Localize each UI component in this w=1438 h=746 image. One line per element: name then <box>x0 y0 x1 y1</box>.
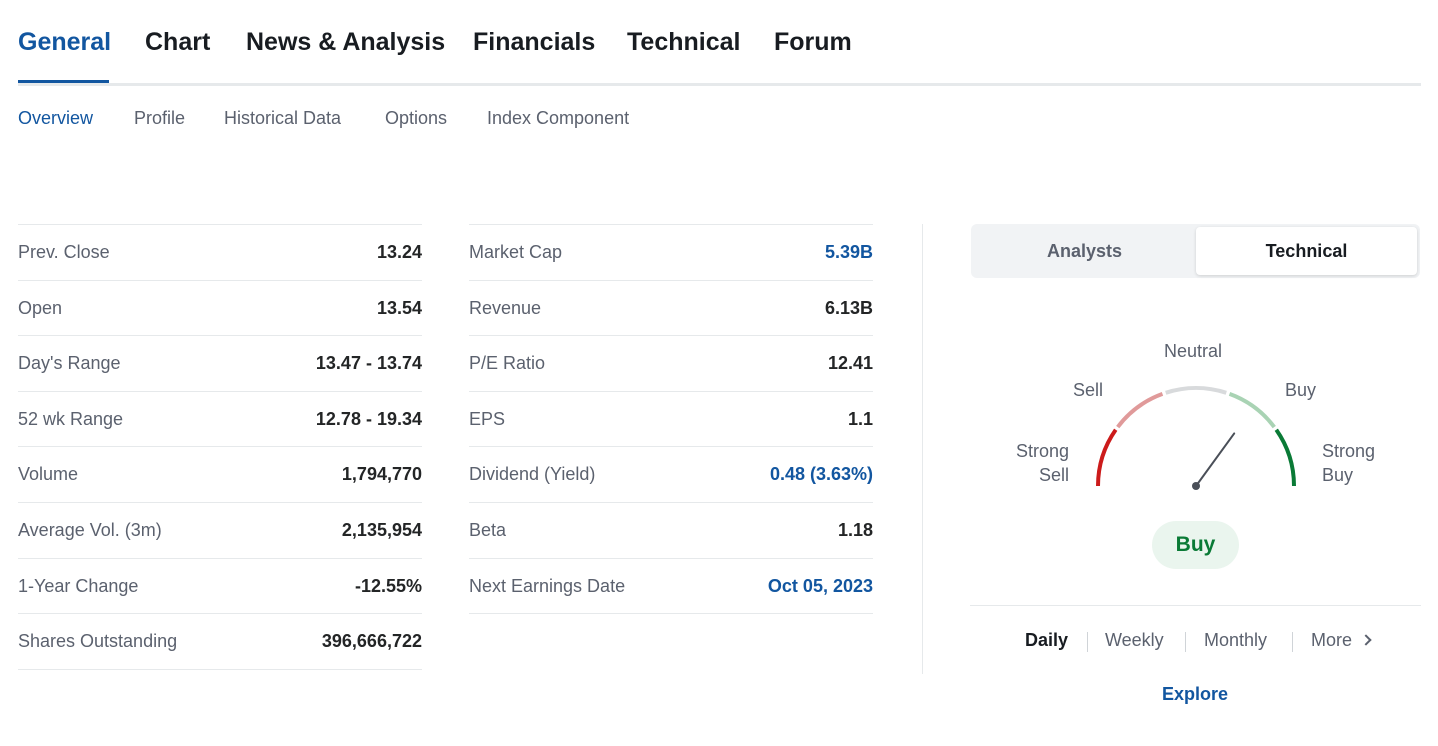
stat-row: EPS 1.1 <box>469 392 873 448</box>
market-cap-link[interactable]: 5.39B <box>824 242 873 262</box>
stat-row: P/E Ratio 12.41 <box>469 336 873 392</box>
stat-value: 12.78 - 19.34 <box>315 408 422 429</box>
subtab-profile[interactable]: Profile <box>134 108 186 128</box>
stat-label: 52 wk Range <box>18 408 124 429</box>
tab-chart[interactable]: Chart <box>145 28 211 56</box>
stat-label: P/E Ratio <box>469 353 546 374</box>
gauge-svg <box>1096 386 1296 490</box>
period-monthly[interactable]: Monthly <box>1204 630 1268 650</box>
stat-row: Beta 1.18 <box>469 503 873 559</box>
stat-value: 1,794,770 <box>341 464 422 485</box>
gauge-label-sell: Sell <box>1073 380 1104 400</box>
stat-row: Open 13.54 <box>18 281 422 337</box>
gauge-needle <box>1195 432 1236 487</box>
stat-label: Open <box>18 297 63 318</box>
stat-row: 1-Year Change -12.55% <box>18 559 422 615</box>
stat-value: 13.54 <box>376 297 422 318</box>
stat-row: Average Vol. (3m) 2,135,954 <box>18 503 422 559</box>
stat-label: Revenue <box>469 297 542 318</box>
earnings-date-link[interactable]: Oct 05, 2023 <box>767 575 873 596</box>
subtab-options[interactable]: Options <box>385 108 448 128</box>
period-weekly[interactable]: Weekly <box>1105 630 1164 650</box>
stat-label: Next Earnings Date <box>469 575 626 596</box>
stat-value: 1.18 <box>837 519 873 540</box>
sentiment-toggle: Analysts Technical <box>971 224 1420 278</box>
stat-row: Market Cap 5.39B <box>469 225 873 281</box>
stats-table-right: Market Cap 5.39B Revenue 6.13B P/E Ratio… <box>469 224 873 615</box>
stat-label: Shares Outstanding <box>18 631 178 652</box>
gauge-label-neutral: Neutral <box>1164 341 1223 361</box>
gauge-label-strong-sell-line1: Strong <box>1015 441 1069 461</box>
period-separator <box>1087 632 1088 652</box>
stat-label: Dividend (Yield) <box>469 464 596 485</box>
gauge-label-strong-buy: Strong Buy <box>1322 439 1375 487</box>
gauge-label-strong-sell: Strong Sell <box>1016 439 1069 487</box>
gauge-label-buy: Buy <box>1285 380 1317 400</box>
gauge-segment-strong-sell <box>1096 428 1118 487</box>
gauge-segment-strong-buy <box>1274 428 1296 487</box>
column-divider <box>922 224 923 674</box>
main-tab-bar: General Chart News & Analysis Financials… <box>18 0 1421 86</box>
stat-value: 2,135,954 <box>341 519 422 540</box>
stat-label: EPS <box>469 408 506 429</box>
gauge-segment-buy <box>1228 392 1276 429</box>
stats-table-left: Prev. Close 13.24 Open 13.54 Day's Range… <box>18 224 422 670</box>
tab-forum[interactable]: Forum <box>774 28 852 56</box>
stat-row: Dividend (Yield) 0.48 (3.63%) <box>469 447 873 503</box>
period-daily[interactable]: Daily <box>1025 630 1069 650</box>
stat-row: Day's Range 13.47 - 13.74 <box>18 336 422 392</box>
subtab-index-component[interactable]: Index Component <box>487 108 630 128</box>
stat-label: Market Cap <box>469 242 563 262</box>
stat-value: 6.13B <box>824 297 873 318</box>
gauge-segment-sell <box>1116 392 1164 429</box>
stat-value: -12.55% <box>354 575 422 596</box>
gauge-label-strong-buy-line2: Buy <box>1322 465 1354 485</box>
stat-label: Prev. Close <box>18 242 110 262</box>
period-more-label: More <box>1311 630 1353 650</box>
chevron-right-icon <box>1360 634 1372 646</box>
tab-general[interactable]: General <box>18 28 112 56</box>
gauge-label-strong-buy-line1: Strong <box>1322 441 1376 461</box>
technical-summary-badge: Buy <box>1152 521 1239 569</box>
gauge-segment-neutral <box>1165 386 1227 395</box>
stat-value: 13.47 - 13.74 <box>315 353 422 374</box>
stat-value: 13.24 <box>376 242 422 262</box>
stat-row: Prev. Close 13.24 <box>18 225 422 281</box>
period-separator <box>1185 632 1186 652</box>
gauge-label-strong-sell-line2: Sell <box>1038 465 1069 485</box>
active-tab-indicator <box>18 80 109 83</box>
stat-label: Beta <box>469 519 507 540</box>
gauge-needle-hub <box>1192 482 1200 490</box>
period-selector: Daily Weekly Monthly More <box>970 630 1421 654</box>
period-more[interactable]: More <box>1311 630 1372 651</box>
subtab-historical-data[interactable]: Historical Data <box>224 108 342 128</box>
tab-financials[interactable]: Financials <box>473 28 596 56</box>
analysts-toggle-button[interactable]: Analysts <box>1046 240 1123 261</box>
stat-row: Volume 1,794,770 <box>18 447 422 503</box>
stat-value: 396,666,722 <box>321 631 422 652</box>
tab-news-analysis[interactable]: News & Analysis <box>246 28 446 56</box>
stat-row: Revenue 6.13B <box>469 281 873 337</box>
stat-value: 1.1 <box>847 408 873 429</box>
stat-row: Next Earnings Date Oct 05, 2023 <box>469 559 873 615</box>
technical-gauge: Neutral Sell Buy Strong Sell Strong Buy <box>1000 330 1400 500</box>
stat-label: 1-Year Change <box>18 575 139 596</box>
period-separator <box>1292 632 1293 652</box>
dividend-yield-link[interactable]: 0.48 (3.63%) <box>769 464 873 485</box>
tab-technical[interactable]: Technical <box>627 28 741 56</box>
explore-link[interactable]: Explore <box>1162 684 1229 704</box>
stat-row: Shares Outstanding 396,666,722 <box>18 614 422 670</box>
stat-row: 52 wk Range 12.78 - 19.34 <box>18 392 422 448</box>
stat-label: Volume <box>18 464 79 485</box>
gauge-divider <box>970 605 1421 606</box>
technical-toggle-button[interactable]: Technical <box>1196 227 1417 275</box>
stat-label: Average Vol. (3m) <box>18 519 162 540</box>
stat-value: 12.41 <box>827 353 873 374</box>
subtab-overview[interactable]: Overview <box>18 108 94 128</box>
stat-label: Day's Range <box>18 353 121 374</box>
